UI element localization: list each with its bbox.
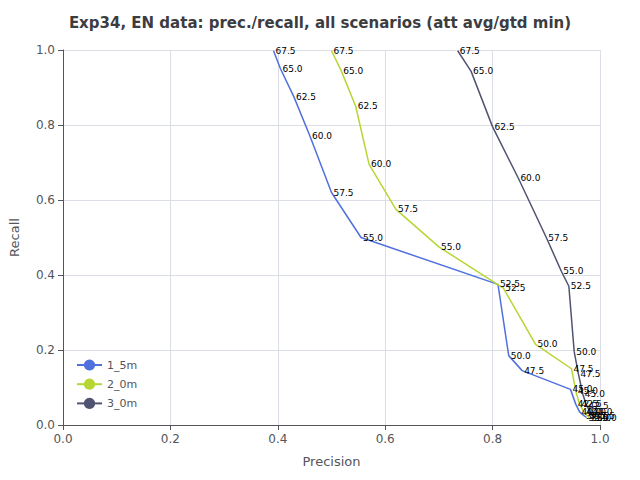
svg-text:50.0: 50.0	[538, 339, 558, 349]
svg-text:0.2: 0.2	[161, 432, 180, 446]
svg-text:1_5m: 1_5m	[107, 359, 137, 372]
svg-text:0.0: 0.0	[53, 432, 72, 446]
svg-text:50.0: 50.0	[511, 351, 531, 361]
svg-text:50.0: 50.0	[576, 347, 596, 357]
svg-text:67.5: 67.5	[334, 46, 354, 56]
svg-text:0.4: 0.4	[36, 268, 55, 282]
svg-text:Precision: Precision	[302, 454, 360, 469]
svg-text:0.6: 0.6	[36, 193, 55, 207]
svg-text:42.5: 42.5	[589, 401, 609, 411]
svg-text:47.5: 47.5	[581, 369, 601, 379]
svg-text:67.5: 67.5	[460, 46, 480, 56]
svg-text:60.0: 60.0	[312, 131, 332, 141]
svg-text:55.0: 55.0	[363, 233, 383, 243]
svg-text:57.5: 57.5	[398, 204, 418, 214]
svg-text:57.5: 57.5	[334, 188, 354, 198]
svg-text:45.0: 45.0	[585, 389, 605, 399]
svg-text:1.0: 1.0	[590, 432, 609, 446]
svg-text:47.5: 47.5	[524, 366, 544, 376]
svg-text:65.0: 65.0	[343, 66, 363, 76]
svg-text:67.5: 67.5	[276, 46, 296, 56]
svg-text:65.0: 65.0	[282, 64, 302, 74]
svg-text:62.5: 62.5	[495, 122, 515, 132]
svg-text:0.2: 0.2	[36, 343, 55, 357]
svg-text:55.0: 55.0	[563, 266, 583, 276]
svg-text:62.5: 62.5	[358, 101, 378, 111]
svg-text:3_0m: 3_0m	[107, 397, 137, 410]
svg-text:52.5: 52.5	[571, 281, 591, 291]
svg-text:0.8: 0.8	[483, 432, 502, 446]
svg-text:0.4: 0.4	[268, 432, 287, 446]
svg-text:60.0: 60.0	[520, 173, 540, 183]
svg-text:62.5: 62.5	[296, 92, 316, 102]
svg-text:Exp34, EN data: prec./recall,: Exp34, EN data: prec./recall, all scenar…	[69, 14, 571, 32]
svg-text:0.0: 0.0	[36, 418, 55, 432]
svg-text:52.5: 52.5	[505, 283, 525, 293]
svg-text:Recall: Recall	[7, 218, 22, 257]
svg-text:65.0: 65.0	[473, 66, 493, 76]
svg-text:0.8: 0.8	[36, 118, 55, 132]
svg-text:1.0: 1.0	[36, 43, 55, 57]
svg-text:60.0: 60.0	[371, 159, 391, 169]
svg-text:55.0: 55.0	[441, 242, 461, 252]
svg-text:57.5: 57.5	[548, 233, 568, 243]
svg-text:2_0m: 2_0m	[107, 378, 137, 391]
svg-text:0.6: 0.6	[376, 432, 395, 446]
